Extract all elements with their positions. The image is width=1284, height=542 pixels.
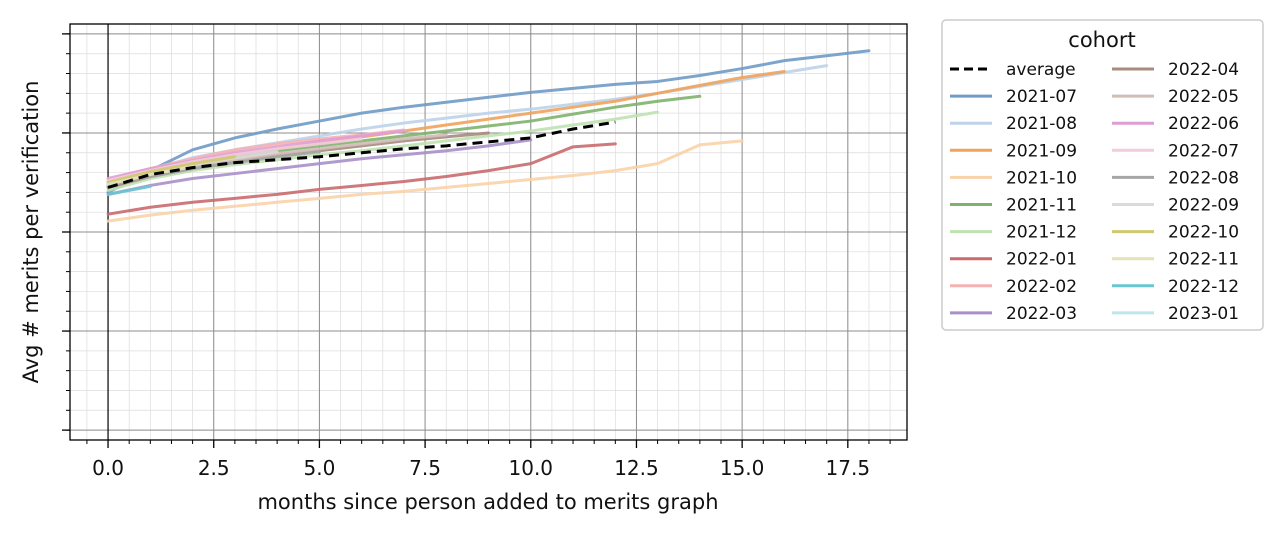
legend-label-2022-04: 2022-04 — [1168, 60, 1239, 80]
x-axis-ticks: 0.0 2.5 5.0 7.5 10.0 12.5 15.0 17.5 — [86, 440, 891, 480]
legend-items: average 2021-07 2021-08 2021-09 2021-10 2021-… — [950, 60, 1239, 324]
x-tick-label: 5.0 — [304, 456, 336, 480]
series-line-2021-07 — [106, 49, 871, 194]
legend: cohort average 2021-07 2021-08 2021-09 2021-… — [941, 19, 1264, 331]
series-lines — [106, 49, 871, 223]
x-axis-label: months since person added to merits grap… — [257, 490, 718, 514]
x-tick-label: 15.0 — [720, 456, 765, 480]
legend-label-2022-06: 2022-06 — [1168, 114, 1239, 134]
series-line-2022-01 — [106, 142, 617, 216]
legend-label-2022-09: 2022-09 — [1168, 196, 1239, 216]
legend-label-2022-05: 2022-05 — [1168, 87, 1239, 107]
legend-label-2022-10: 2022-10 — [1168, 223, 1239, 243]
legend-label-average: average — [1006, 60, 1076, 80]
x-tick-label: 0.0 — [92, 456, 124, 480]
x-tick-label: 2.5 — [198, 456, 230, 480]
legend-label-2022-12: 2022-12 — [1168, 277, 1239, 297]
legend-label-2021-08: 2021-08 — [1006, 114, 1077, 134]
legend-label-2022-02: 2022-02 — [1006, 277, 1077, 297]
legend-label-2022-08: 2022-08 — [1168, 168, 1239, 188]
y-axis-ticks — [62, 33, 70, 431]
legend-label-2022-11: 2022-11 — [1168, 250, 1239, 270]
x-tick-label: 10.0 — [509, 456, 554, 480]
legend-label-2021-11: 2021-11 — [1006, 196, 1077, 216]
x-tick-label: 7.5 — [409, 456, 441, 480]
legend-label-2022-03: 2022-03 — [1006, 304, 1077, 324]
series-point-2023-01 — [106, 182, 110, 186]
legend-label-2021-10: 2021-10 — [1006, 168, 1077, 188]
legend-title: cohort — [1068, 28, 1135, 52]
series-line-2022-03 — [106, 138, 533, 196]
legend-label-2021-07: 2021-07 — [1006, 87, 1077, 107]
series-line-2022-12 — [106, 184, 152, 196]
legend-label-2022-01: 2022-01 — [1006, 250, 1077, 270]
series-line-2022-10 — [106, 155, 237, 184]
x-tick-label: 12.5 — [614, 456, 659, 480]
legend-box — [941, 19, 1264, 331]
series-line-2022-06 — [106, 129, 406, 181]
series-line-2021-12 — [106, 110, 660, 192]
legend-label-2022-07: 2022-07 — [1168, 141, 1239, 161]
series-line-2021-10 — [106, 139, 744, 223]
major-gridlines — [70, 24, 907, 440]
x-tick-label: 17.5 — [826, 456, 871, 480]
legend-label-2023-01: 2023-01 — [1168, 304, 1239, 324]
legend-label-2021-12: 2021-12 — [1006, 223, 1077, 243]
y-axis-label: Avg # merits per verification — [19, 81, 43, 384]
series-line-average — [107, 120, 616, 189]
legend-label-2021-09: 2021-09 — [1006, 141, 1077, 161]
